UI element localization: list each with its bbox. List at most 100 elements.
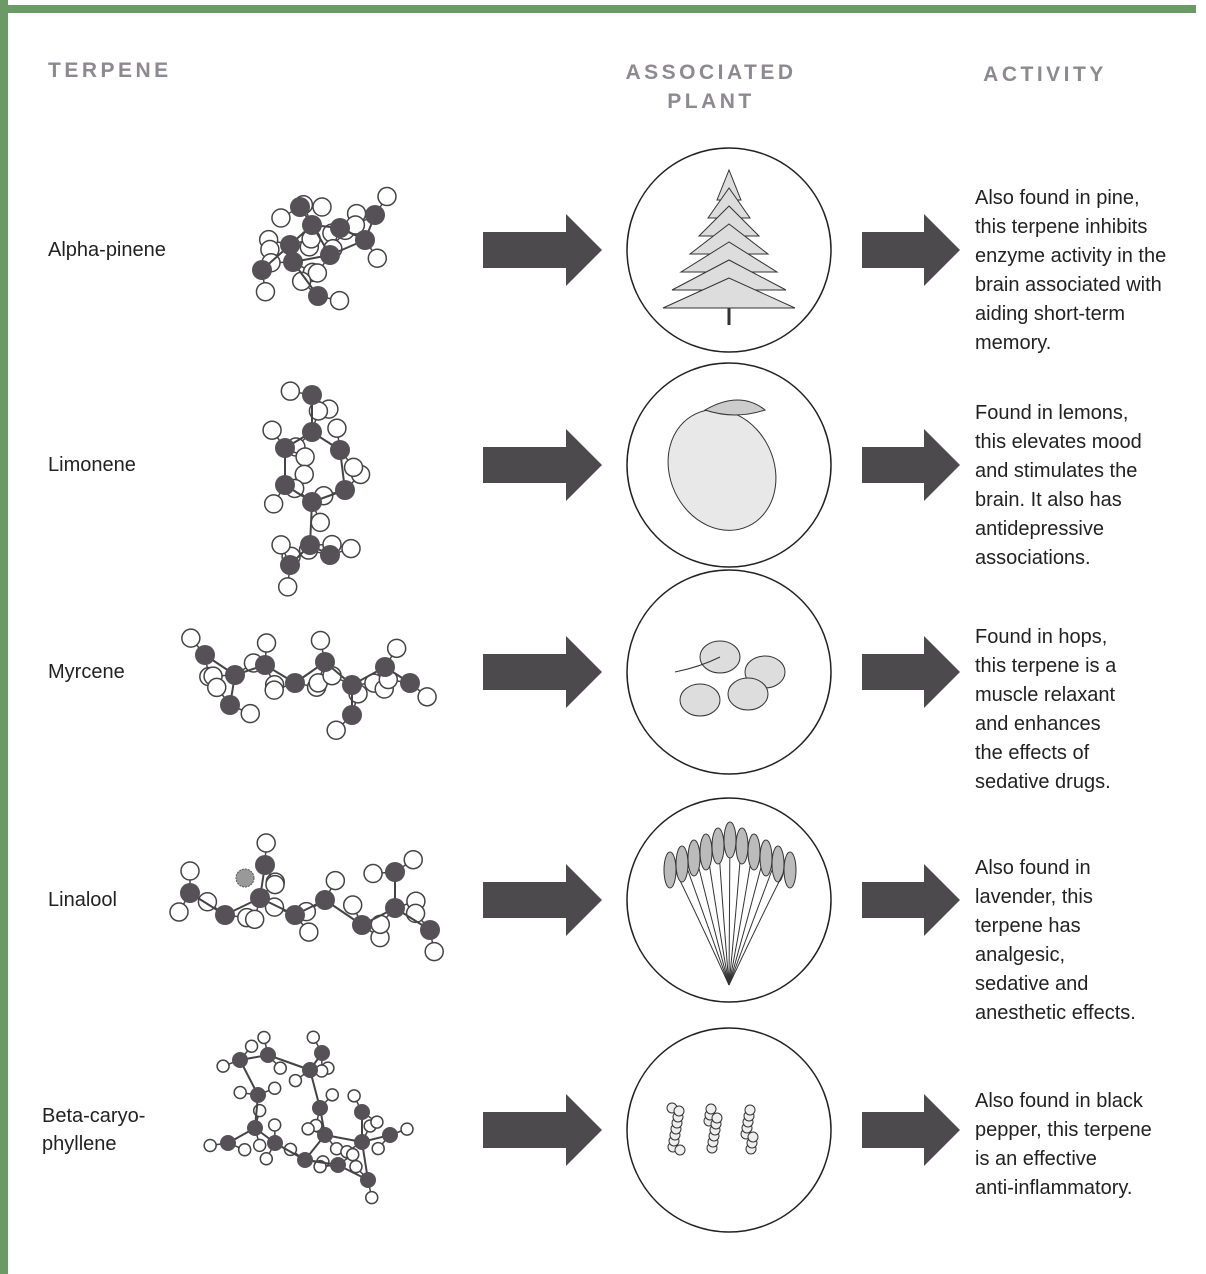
header-terpene: TERPENE [48,59,172,82]
terpene-name: Myrcene [48,661,125,683]
plant-illustration [667,399,777,531]
header-plant: PLANT [667,90,755,113]
molecule [169,833,444,962]
arrow [862,1094,960,1166]
activity-text: and stimulates the [975,460,1137,482]
carbon-atom [225,665,245,685]
arrow [483,1094,602,1166]
activity-text: enzyme activity in the [975,245,1166,267]
carbon-atom [302,1062,318,1078]
carbon-atom [255,855,275,875]
carbon-atom [330,218,350,238]
activity-text: Also found in black [975,1090,1144,1112]
activity-text: anti-inflammatory. [975,1177,1132,1199]
lavender-flower [759,839,773,877]
terpene-name: Limonene [48,454,136,476]
hop-cone [679,683,721,717]
carbon-atom [195,645,215,665]
hydrogen-atom [237,1142,252,1157]
hydrogen-atom [233,1085,247,1100]
hydrogen-atom [417,687,437,707]
hydrogen-atom [288,1073,303,1088]
carbon-atom [315,890,335,910]
arrow [483,429,602,501]
hydrogen-atom [424,941,444,962]
lavender-stem [728,859,791,986]
hydrogen-atom [371,1141,385,1156]
carbon-atom [250,1087,266,1103]
hydrogen-atom [347,1089,361,1103]
terpene-name: Linalool [48,889,117,911]
hydrogen-atom [277,577,298,597]
plant-illustration [662,168,796,325]
hydrogen-atom [400,1122,414,1136]
lavender-flower [723,821,737,859]
hydrogen-atom [264,680,284,700]
header-activity: ACTIVITY [983,63,1107,86]
arrow [483,864,602,936]
hydrogen-atom [265,874,285,895]
carbon-atom [342,705,362,725]
plant-illustration [666,1102,759,1156]
activity-text: aiding short-term [975,303,1125,325]
hydrogen-atom [294,464,314,485]
hydrogen-atom [367,248,388,268]
activity-text: analgesic, [975,944,1065,966]
hydrogen-atom [244,909,265,930]
hydrogen-atom [326,720,346,741]
hydrogen-atom [263,494,284,514]
decorations [169,147,960,1233]
hydrogen-atom [342,895,363,915]
hydrogen-atom [295,447,315,467]
hydrogen-atom [325,870,346,891]
peppercorn [747,1131,759,1143]
carbon-atom [382,1127,398,1143]
hydrogen-atom [345,1147,360,1162]
activity-text: Found in lemons, [975,402,1128,424]
carbon-atom [280,555,300,575]
hydrogen-atom [310,512,330,533]
lavender-flower [711,827,725,865]
carbon-atom [180,883,200,903]
carbon-atom [352,915,372,935]
carbon-atom [375,657,395,677]
carbon-atom [290,197,310,217]
activity-text: pepper, this terpene [975,1119,1152,1141]
hydrogen-atom [271,208,291,228]
hydrogen-atom [364,1190,379,1205]
carbon-atom [252,260,272,280]
arrow [483,636,602,708]
stem [674,656,721,673]
plant-illustration [674,640,786,717]
arrow [862,429,960,501]
hydrogen-atom [403,849,423,870]
peppercorn [673,1105,685,1117]
hydrogen-atom [256,833,276,853]
carbon-atom [400,673,420,693]
hydrogen-atom [262,420,282,440]
carbon-atom [342,675,362,695]
hydrogen-atom [255,281,276,302]
hop-cone [727,677,769,711]
arrow [862,864,960,936]
hydrogen-atom [267,1118,282,1132]
carbon-atom [302,422,322,442]
carbon-atom [320,545,340,565]
oxygen-atom [235,868,255,888]
hydrogen-atom [310,630,331,651]
hydrogen-atom [181,628,201,648]
carbon-atom [275,475,295,495]
carbon-atom [300,535,320,555]
carbon-atom [360,1172,376,1188]
hydrogen-atom [341,538,361,559]
carbon-atom [317,1127,333,1143]
activity-text: this terpene inhibits [975,216,1147,238]
terpene-name: Beta-caryo- [42,1105,145,1127]
activity-text: terpene has [975,915,1081,937]
plant-illustration [663,821,797,986]
carbon-atom [247,1120,263,1136]
top-border [0,5,1196,13]
hydrogen-atom [325,1088,340,1102]
hydrogen-atom [301,1122,315,1136]
hydrogen-atom [307,263,328,283]
